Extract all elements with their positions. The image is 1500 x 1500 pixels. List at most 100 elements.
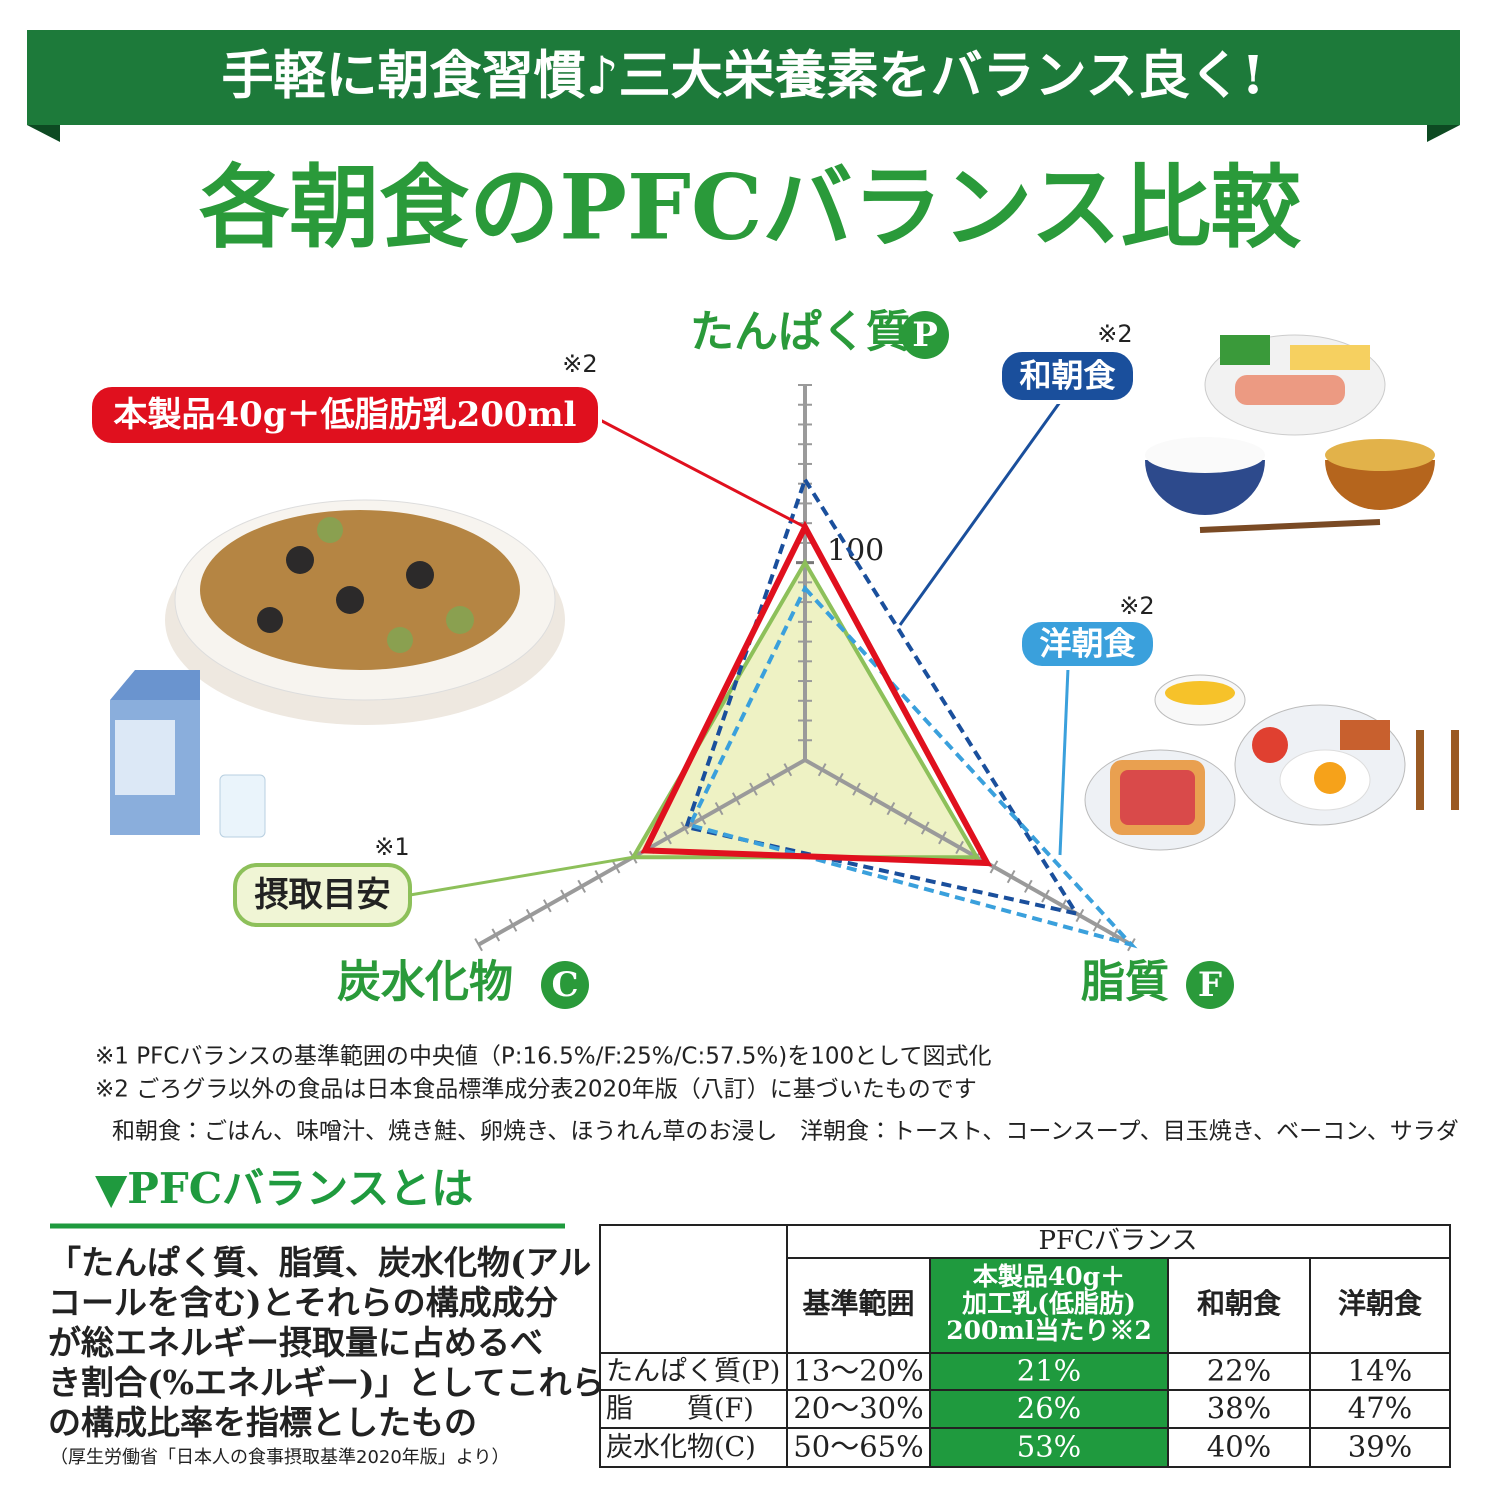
axis-hash [869,792,879,806]
axis-hash [886,802,896,816]
legend-label: 本製品40g＋低脂肪乳200ml [114,395,577,435]
axis-letter: F [1198,965,1222,1005]
milk-carton [110,670,266,838]
western-breakfast [1084,674,1459,851]
table-cell: 14% [1348,1354,1412,1388]
table-cell: 20〜30% [793,1391,923,1425]
table-column-header: 基準範囲 [802,1287,914,1320]
legend-label: 和朝食 [1019,357,1115,395]
table-row-header: 脂 質(F) [606,1394,754,1425]
banner-fold [1427,125,1460,142]
section-heading: ▼PFCバランスとは [95,1164,473,1213]
table-row-header: たんぱく質(P) [606,1356,780,1387]
table-cell: 40% [1207,1430,1271,1464]
axis-hash [525,908,535,923]
axis-hash [852,782,861,796]
table-cell: 50〜65% [793,1430,923,1464]
definition-line: 「たんぱく質、脂質、炭水化物(アル [48,1243,591,1282]
axis-hash [577,879,587,893]
table-column-header: 加工乳(低脂肪) [961,1289,1136,1318]
series-outline [687,584,1138,949]
axis-label: 炭水化物 [337,957,513,1008]
table-row-header: 炭水化物(C) [606,1432,756,1463]
legend-box [233,863,412,927]
axis-hash [1006,870,1016,884]
banner-text: 手軽に朝食習慣♪三大栄養素をバランス良く! [222,46,1265,107]
axis-hash [680,821,690,835]
table-cell: 13〜20% [793,1354,923,1388]
table-column-header: 200ml当たり※2 [946,1316,1152,1345]
axis-hash [560,889,569,903]
axis-hash [543,899,552,913]
axis-hash [749,782,758,796]
axis-hash [817,763,827,777]
banner-fold [27,125,60,142]
axis-hash [508,918,518,932]
axis-hash [1092,918,1102,932]
axis-letter-badge [541,961,589,1009]
axis-hash [731,792,741,806]
definition-line: が総エネルギー摂取量に占めるべ [48,1323,543,1362]
table-cell: 39% [1348,1430,1412,1464]
title: 各朝食のPFCバランス比較 [199,155,1301,261]
footnote: ※1 PFCバランスの基準範囲の中央値（P:16.5%/F:25%/C:57.5… [95,1044,991,1070]
table-group-header: PFCバランス [1039,1226,1198,1256]
axis-hash [714,802,724,816]
banner [27,30,1460,125]
axis-hash [611,860,621,874]
table-cell: 47% [1348,1391,1412,1425]
japanese-breakfast [1145,334,1435,533]
legend-box [88,383,602,447]
axis-hash [989,860,999,874]
axis-hash [835,772,844,787]
table-column-header: 和朝食 [1197,1287,1281,1320]
axis-hash [1023,879,1033,893]
table-column-header: 本製品40g＋ [972,1262,1125,1291]
menu-note: 和朝食：ごはん、味噌汁、焼き鮭、卵焼き、ほうれん草のお浸し [112,1119,777,1145]
legend-box [1018,618,1157,670]
axis-hash [594,870,604,884]
axis-line [804,758,1133,947]
legend-note: ※2 [562,350,597,378]
axis-hash [920,821,930,835]
legend-note: ※1 [374,833,409,861]
callout-line [1058,667,1070,856]
table-cell: 26% [1017,1391,1081,1425]
legend-note: ※2 [1119,592,1154,620]
axis-hash [783,763,793,777]
table-cell: 38% [1207,1391,1271,1425]
legend-box [998,348,1137,404]
axis-label: 脂質 [1081,957,1169,1008]
axis-hash [697,811,707,825]
table-cell: 53% [1017,1430,1081,1464]
table-column-header: 洋朝食 [1338,1287,1422,1320]
callout-line [599,418,806,529]
legend-note: ※2 [1097,320,1132,348]
menu-note: 洋朝食：トースト、コーンスープ、目玉焼き、ベーコン、サラダ [800,1119,1459,1145]
callout-line [898,401,1062,626]
definition-source: （厚生労働省「日本人の食事摂取基準2020年版」より） [50,1447,509,1468]
series-outline [640,520,993,867]
axis-hash [1041,889,1050,903]
legend-label: 洋朝食 [1039,625,1135,663]
axis-hash [766,772,775,787]
axis-letter: C [551,965,578,1005]
axis-hash [938,831,947,845]
axis-hash [955,840,964,855]
definition-line: コールを含む)とそれらの構成成分 [48,1283,559,1322]
definition-line: の構成比率を指標としたもの [48,1403,477,1442]
axis-letter: P [912,315,938,355]
axis-hash [1075,908,1085,923]
table-cell: 21% [1017,1354,1081,1388]
callout-line [409,855,634,897]
table-frame [599,1224,1451,1468]
axis-hash [663,831,672,845]
axis-letter-badge [1186,961,1234,1009]
table-cell: 22% [1207,1354,1271,1388]
axis-hash [491,928,501,942]
axis-hash [474,938,483,952]
cereal-bowl [165,499,565,725]
legend-label: 摂取目安 [255,875,391,915]
axis-label: たんぱく質 [690,307,910,358]
footnote: ※2 ごろグラ以外の食品は日本食品標準成分表2020年版（八訂）に基づいたもので… [95,1077,977,1103]
